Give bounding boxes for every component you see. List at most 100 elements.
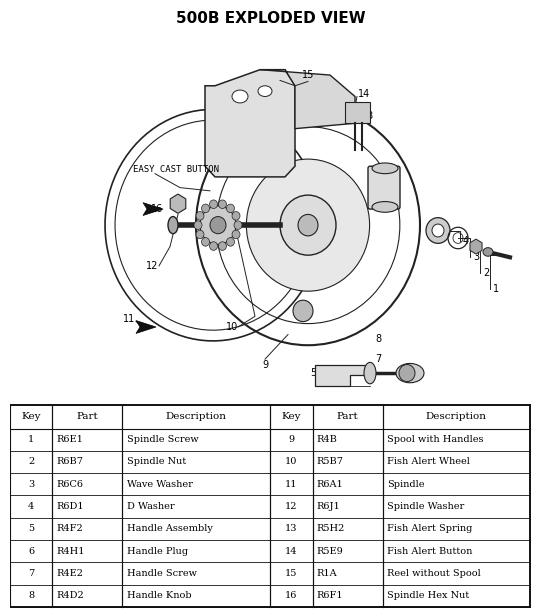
Text: 3: 3 (473, 252, 479, 263)
Text: 8: 8 (28, 591, 34, 600)
Text: Spool with Handles: Spool with Handles (387, 435, 483, 444)
Polygon shape (315, 365, 370, 386)
Text: 12: 12 (285, 502, 298, 511)
Text: 3: 3 (28, 480, 34, 489)
Text: R4H1: R4H1 (57, 547, 85, 555)
Text: EASY CAST BUTTON: EASY CAST BUTTON (133, 165, 219, 174)
Polygon shape (170, 194, 186, 213)
Text: 2: 2 (28, 458, 34, 467)
Ellipse shape (247, 159, 370, 291)
Text: 5: 5 (28, 525, 34, 533)
Text: 13: 13 (362, 111, 374, 121)
Text: R4F2: R4F2 (57, 525, 83, 533)
Text: Spindle: Spindle (387, 480, 424, 489)
FancyBboxPatch shape (345, 102, 370, 123)
Text: 9: 9 (288, 435, 294, 444)
Text: R5H2: R5H2 (317, 525, 345, 533)
Ellipse shape (196, 230, 204, 239)
Ellipse shape (426, 218, 450, 244)
FancyBboxPatch shape (10, 405, 530, 607)
Ellipse shape (258, 85, 272, 97)
Ellipse shape (202, 237, 210, 246)
Ellipse shape (202, 204, 210, 213)
Text: Description: Description (426, 412, 487, 421)
Ellipse shape (210, 200, 217, 208)
Polygon shape (136, 320, 156, 333)
Polygon shape (205, 69, 295, 177)
Text: 16: 16 (151, 204, 163, 214)
Text: Spindle Nut: Spindle Nut (127, 458, 186, 467)
Text: Handle Screw: Handle Screw (127, 569, 197, 578)
Text: Wave Washer: Wave Washer (127, 480, 192, 489)
Text: Fish Alert Spring: Fish Alert Spring (387, 525, 472, 533)
Text: 11: 11 (285, 480, 298, 489)
Text: 7: 7 (375, 354, 381, 364)
Text: 4: 4 (463, 236, 469, 246)
Text: 14: 14 (285, 547, 298, 555)
Polygon shape (470, 239, 482, 254)
Ellipse shape (232, 212, 240, 220)
Text: 6: 6 (357, 368, 363, 378)
Text: 2: 2 (483, 268, 489, 279)
Text: 7: 7 (28, 569, 34, 578)
Ellipse shape (218, 242, 227, 250)
Ellipse shape (364, 362, 376, 384)
Text: 5: 5 (310, 368, 316, 378)
Text: Reel without Spool: Reel without Spool (387, 569, 481, 578)
Ellipse shape (232, 90, 248, 103)
Text: D Washer: D Washer (127, 502, 174, 511)
Ellipse shape (298, 215, 318, 236)
Ellipse shape (399, 365, 415, 382)
Polygon shape (260, 69, 355, 129)
Ellipse shape (372, 163, 398, 173)
Text: 1: 1 (493, 285, 499, 295)
Text: R6D1: R6D1 (57, 502, 85, 511)
Ellipse shape (218, 200, 227, 208)
Text: 10: 10 (226, 322, 238, 332)
Ellipse shape (196, 212, 204, 220)
Text: R1A: R1A (317, 569, 338, 578)
Text: R6J1: R6J1 (317, 502, 340, 511)
Ellipse shape (432, 224, 444, 237)
Ellipse shape (234, 221, 242, 229)
Text: R6B7: R6B7 (57, 458, 83, 467)
Text: 500B EXPLODED VIEW: 500B EXPLODED VIEW (176, 10, 366, 26)
Text: 8: 8 (375, 334, 381, 344)
Text: R6E1: R6E1 (57, 435, 83, 444)
Ellipse shape (194, 221, 202, 229)
Ellipse shape (232, 230, 240, 239)
Polygon shape (143, 202, 163, 215)
Ellipse shape (168, 216, 178, 234)
Text: Handle Plug: Handle Plug (127, 547, 188, 555)
Text: Key: Key (21, 412, 41, 421)
Text: Description: Description (166, 412, 227, 421)
Text: R6F1: R6F1 (317, 591, 344, 600)
Text: 15: 15 (285, 569, 298, 578)
Text: Spindle Hex Nut: Spindle Hex Nut (387, 591, 469, 600)
Ellipse shape (200, 206, 236, 244)
Text: Part: Part (76, 412, 98, 421)
Text: Fish Alert Button: Fish Alert Button (387, 547, 472, 555)
Ellipse shape (210, 216, 226, 234)
Text: Spindle Screw: Spindle Screw (127, 435, 198, 444)
Text: 13: 13 (285, 525, 298, 533)
Text: 1: 1 (28, 435, 34, 444)
Ellipse shape (372, 202, 398, 212)
Text: Part: Part (337, 412, 358, 421)
Ellipse shape (227, 237, 235, 246)
Text: Handle Knob: Handle Knob (127, 591, 191, 600)
Text: 4: 4 (28, 502, 34, 511)
Text: 12: 12 (146, 261, 158, 271)
Text: R5E9: R5E9 (317, 547, 344, 555)
Text: R4E2: R4E2 (57, 569, 83, 578)
Text: R4D2: R4D2 (57, 591, 85, 600)
Text: 16: 16 (285, 591, 298, 600)
Text: 14: 14 (358, 89, 370, 100)
Ellipse shape (396, 363, 424, 383)
Ellipse shape (210, 242, 217, 250)
Text: 9: 9 (262, 360, 268, 370)
Ellipse shape (293, 300, 313, 322)
Text: Fish Alert Wheel: Fish Alert Wheel (387, 458, 470, 467)
Text: 15: 15 (302, 70, 314, 81)
Text: R6A1: R6A1 (317, 480, 344, 489)
